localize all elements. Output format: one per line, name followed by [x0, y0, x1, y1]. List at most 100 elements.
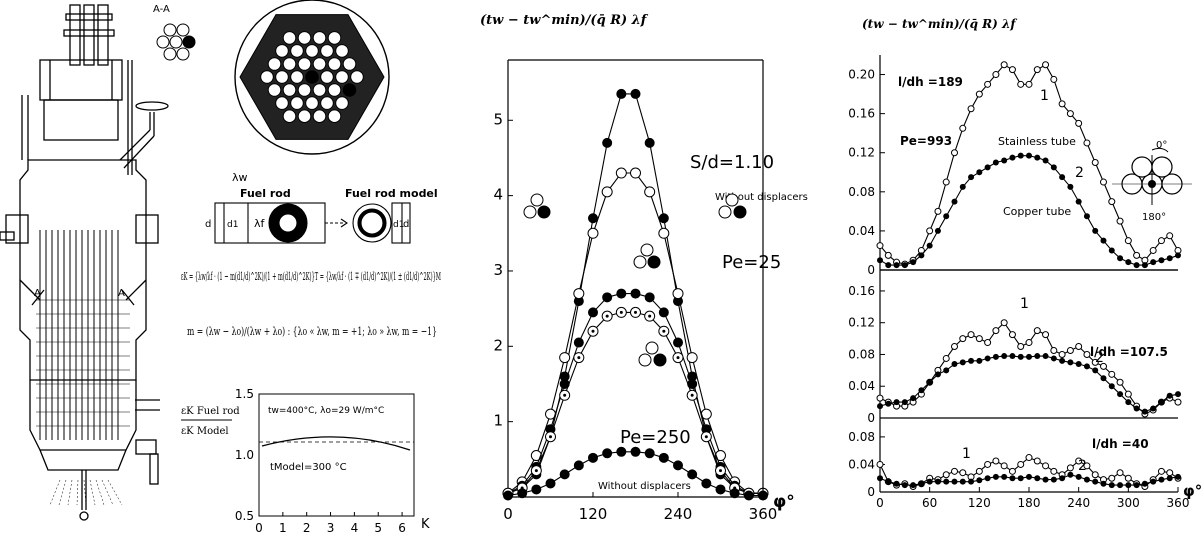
bundle-rod [267, 57, 282, 71]
rod-glyph [725, 193, 739, 207]
y-tick-label: 1 [493, 412, 503, 430]
data-point-s1 [1067, 183, 1074, 190]
data-point-s1 [1141, 480, 1148, 487]
bundle-rod [267, 83, 282, 97]
data-point-s0 [1008, 66, 1016, 74]
data-point-s0 [1083, 350, 1091, 358]
data-point-s4 [503, 490, 513, 501]
series-line-1 [879, 355, 1179, 413]
pe-993: Pe=993 [900, 134, 952, 148]
data-point-s1 [877, 475, 883, 482]
data-point-s1 [672, 288, 684, 300]
aa-rod [169, 35, 183, 49]
without-displacers-top: Without displacers [715, 192, 808, 203]
data-point-s2 [573, 337, 584, 348]
data-point-s0 [984, 339, 992, 347]
data-point-s0 [1050, 347, 1058, 354]
data-point-s1 [1042, 476, 1049, 483]
data-point-s1 [1108, 247, 1115, 254]
inset-ytick-label: 1.0 [235, 448, 254, 462]
data-point-s0 [1124, 474, 1132, 482]
data-point-s1 [1158, 476, 1165, 483]
data-point-s1 [1175, 473, 1181, 480]
data-point-s0 [884, 251, 892, 259]
y-tick-label: 4 [493, 186, 503, 204]
fuel-rod-diagram [214, 202, 411, 244]
data-point-s0 [644, 137, 655, 148]
data-point-s0 [1124, 390, 1132, 398]
data-point-s0 [1008, 331, 1016, 339]
data-point-s1 [530, 450, 542, 462]
data-point-s1 [1059, 357, 1066, 364]
d1-label-left: d1 [227, 220, 238, 230]
data-point-s0 [687, 371, 698, 382]
data-point-s0 [1108, 370, 1116, 378]
y-tick-label: 0.08 [848, 347, 875, 361]
copper-tube-label: Copper tube [1003, 205, 1071, 218]
y-tick-label: 0.16 [848, 107, 875, 121]
data-point-s2 [559, 378, 570, 389]
data-point-s0 [951, 467, 958, 475]
data-point-s2 [701, 424, 712, 435]
data-point-s2 [616, 288, 627, 299]
data-point-s1 [959, 183, 966, 190]
chart3-plot-area: 0 0.04 0.08 0.12 0.16 l/dh =107.5 1 2 [848, 270, 1182, 425]
data-point-s1 [1067, 359, 1074, 366]
data-point-s1 [951, 478, 958, 485]
y-tick-label: 2 [493, 336, 503, 354]
rod-glyph [523, 205, 537, 219]
data-point-s1 [951, 198, 958, 205]
data-point-s0 [876, 460, 884, 468]
data-point-s1 [1050, 164, 1057, 171]
bundle-rod [305, 44, 319, 58]
bundle-rod [282, 57, 297, 71]
data-point-s1 [1108, 482, 1115, 489]
bundle-rod [305, 96, 319, 110]
data-point-s1 [992, 159, 999, 166]
data-point-s1 [934, 371, 941, 378]
inset-xtick-label: 2 [303, 521, 311, 535]
y-tick-label: 0 [867, 485, 875, 499]
data-point-s1 [615, 167, 627, 179]
x-tick-label: 180 [1018, 496, 1041, 510]
data-point-s0 [1033, 327, 1041, 335]
bundle-rod [320, 44, 334, 58]
aa-rod [163, 23, 177, 37]
bundle-rod [350, 70, 364, 84]
tube-circle [1151, 156, 1173, 178]
bundle-outer-circle [234, 0, 390, 155]
bundle-rod [327, 83, 342, 97]
data-point-s1 [559, 352, 571, 364]
data-point-s0 [942, 178, 950, 186]
data-point-s1 [968, 174, 975, 181]
data-point-s1 [1034, 475, 1041, 482]
data-point-s4 [644, 448, 655, 459]
data-point-s0 [1166, 469, 1174, 477]
data-point-s0 [1116, 378, 1124, 386]
data-point-s0 [1100, 178, 1107, 186]
inset-ytick-label: 0.5 [235, 509, 254, 523]
data-point-s0 [602, 137, 613, 148]
hexagonal-bundle-cross-section [234, 0, 390, 155]
data-point-s0 [1149, 246, 1157, 254]
bundle-rod [320, 70, 334, 84]
inset-axis-ticks: 0 1 2 3 4 5 6 0.5 1.0 1.5 [235, 387, 406, 535]
bundle-rod [290, 44, 304, 58]
lambda-f-label: λf [254, 217, 266, 230]
data-point-s1 [1075, 198, 1082, 205]
data-point-s1 [877, 403, 883, 410]
data-point-s1 [1166, 475, 1173, 482]
bundle-rod [297, 109, 312, 123]
data-point-s1 [976, 357, 983, 364]
data-point-s1 [1034, 154, 1041, 161]
data-point-s1 [959, 478, 966, 485]
data-point-s0 [951, 149, 958, 157]
x-tick-label: 0 [503, 505, 513, 523]
data-point-s1 [1158, 399, 1165, 406]
x-tick-label: 120 [968, 496, 991, 510]
data-point-s1 [1092, 227, 1099, 234]
fuel-rod-label: Fuel rod [240, 187, 291, 200]
inset-annotation-bottom: tModel=300 °C [270, 462, 347, 473]
data-point-s0 [1066, 347, 1074, 354]
